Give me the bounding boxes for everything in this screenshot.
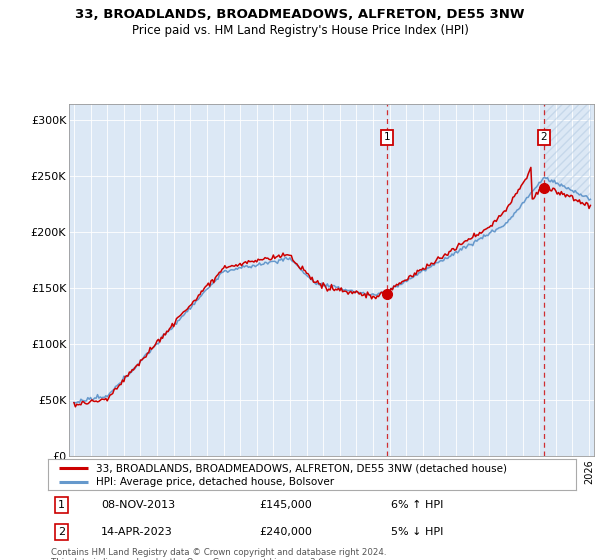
Text: 33, BROADLANDS, BROADMEADOWS, ALFRETON, DE55 3NW (detached house): 33, BROADLANDS, BROADMEADOWS, ALFRETON, …: [95, 464, 506, 473]
Text: 2: 2: [541, 132, 547, 142]
Text: 1: 1: [384, 132, 391, 142]
Text: HPI: Average price, detached house, Bolsover: HPI: Average price, detached house, Bols…: [95, 477, 334, 487]
Text: 2: 2: [58, 526, 65, 536]
Text: Contains HM Land Registry data © Crown copyright and database right 2024.
This d: Contains HM Land Registry data © Crown c…: [51, 548, 386, 560]
Text: 1: 1: [58, 500, 65, 510]
Text: 6% ↑ HPI: 6% ↑ HPI: [391, 500, 443, 510]
Text: £145,000: £145,000: [259, 500, 312, 510]
Text: £240,000: £240,000: [259, 526, 312, 536]
Text: 33, BROADLANDS, BROADMEADOWS, ALFRETON, DE55 3NW: 33, BROADLANDS, BROADMEADOWS, ALFRETON, …: [75, 8, 525, 21]
Text: 14-APR-2023: 14-APR-2023: [101, 526, 173, 536]
Text: 5% ↓ HPI: 5% ↓ HPI: [391, 526, 443, 536]
Text: Price paid vs. HM Land Registry's House Price Index (HPI): Price paid vs. HM Land Registry's House …: [131, 24, 469, 36]
Text: 08-NOV-2013: 08-NOV-2013: [101, 500, 175, 510]
